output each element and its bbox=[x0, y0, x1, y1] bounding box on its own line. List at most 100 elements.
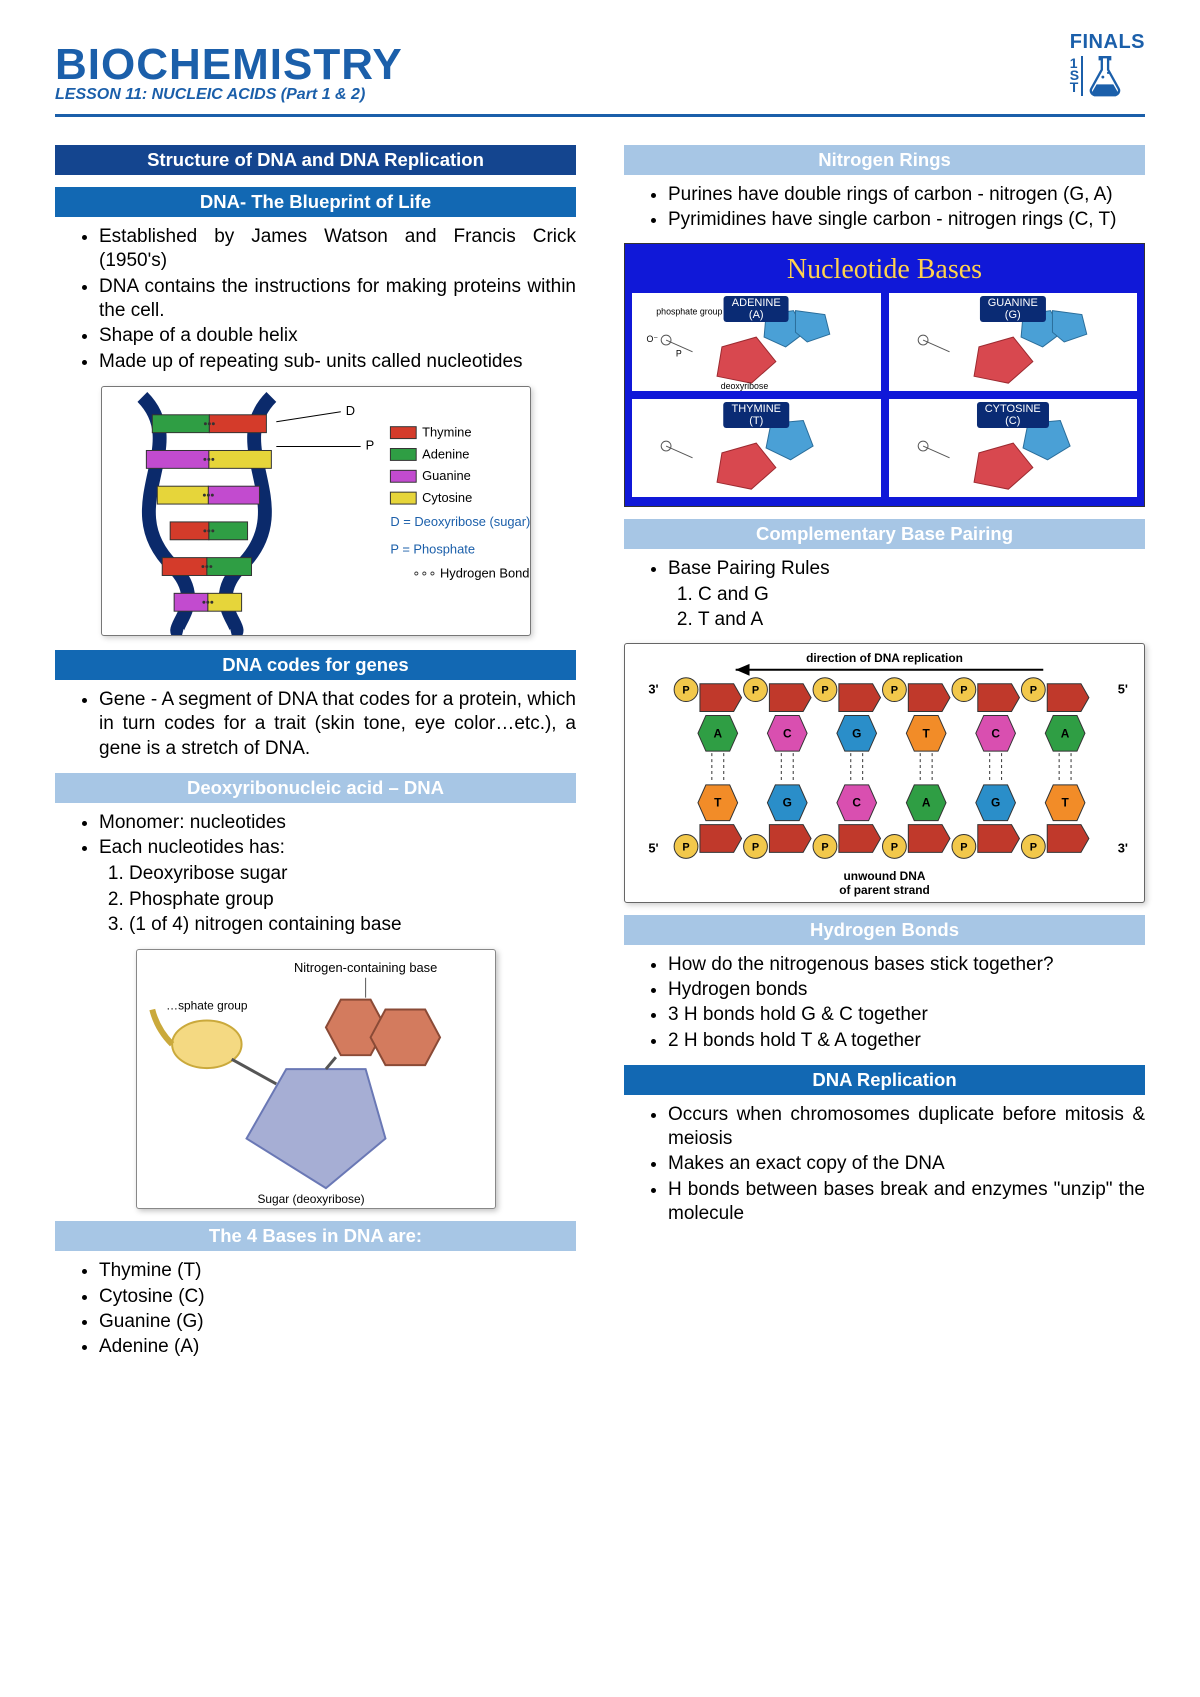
list-item: Purines have double rings of carbon - ni… bbox=[668, 183, 1145, 207]
svg-text:G: G bbox=[783, 795, 792, 809]
dna-list: Monomer: nucleotides Each nucleotides ha… bbox=[55, 811, 576, 938]
left-column: Structure of DNA and DNA Replication DNA… bbox=[55, 133, 576, 1361]
svg-text:P: P bbox=[1030, 841, 1037, 853]
list-item-text: Each nucleotides has: bbox=[99, 837, 285, 858]
svg-text:A: A bbox=[922, 795, 931, 809]
svg-text:Cytosine: Cytosine bbox=[422, 490, 472, 505]
list-item: Shape of a double helix bbox=[99, 324, 576, 348]
heading-replication: DNA Replication bbox=[624, 1065, 1145, 1095]
list-item: Base Pairing Rules C and G T and A bbox=[668, 557, 1145, 633]
svg-text:Adenine: Adenine bbox=[422, 446, 469, 461]
finals-label: FINALS bbox=[1070, 32, 1145, 52]
list-item: Hydrogen bonds bbox=[668, 978, 1145, 1002]
svg-text:P: P bbox=[891, 684, 898, 696]
svg-text:Thymine: Thymine bbox=[422, 424, 471, 439]
svg-text:P: P bbox=[752, 684, 759, 696]
list-item: Each nucleotides has: Deoxyribose sugar … bbox=[99, 836, 576, 937]
svg-text:C: C bbox=[852, 795, 861, 809]
panel-cell-thymine: THYMINE(T) bbox=[631, 398, 882, 498]
dna-helix-figure: D P Thymine Adenine Guanine Cytosine D =… bbox=[101, 386, 531, 636]
list-item: Thymine (T) bbox=[99, 1259, 576, 1283]
svg-text:3': 3' bbox=[1118, 840, 1128, 855]
list-item: Guanine (G) bbox=[99, 1310, 576, 1334]
heading-hbonds: Hydrogen Bonds bbox=[624, 915, 1145, 945]
list-item: Occurs when chromosomes duplicate before… bbox=[668, 1103, 1145, 1152]
svg-text:T: T bbox=[1061, 795, 1069, 809]
svg-text:P: P bbox=[682, 684, 689, 696]
page-title: BIOCHEMISTRY bbox=[55, 40, 1145, 90]
heading-structure: Structure of DNA and DNA Replication bbox=[55, 145, 576, 175]
header-badge: FINALS 1 S T bbox=[1070, 32, 1145, 99]
flask-icon bbox=[1085, 53, 1127, 99]
list-item: Makes an exact copy of the DNA bbox=[668, 1152, 1145, 1176]
rings-list: Purines have double rings of carbon - ni… bbox=[624, 183, 1145, 233]
svg-text:deoxyribose: deoxyribose bbox=[721, 381, 769, 391]
svg-text:A: A bbox=[713, 726, 722, 740]
svg-text:G: G bbox=[852, 726, 861, 740]
heading-nitrogen-rings: Nitrogen Rings bbox=[624, 145, 1145, 175]
list-item: H bonds between bases break and enzymes … bbox=[668, 1178, 1145, 1227]
page-header: BIOCHEMISTRY LESSON 11: NUCLEIC ACIDS (P… bbox=[55, 40, 1145, 104]
heading-4bases: The 4 Bases in DNA are: bbox=[55, 1221, 576, 1251]
list-item: C and G bbox=[698, 583, 1145, 607]
svg-text:Sugar (deoxyribose): Sugar (deoxyribose) bbox=[257, 1192, 364, 1206]
genes-list: Gene - A segment of DNA that codes for a… bbox=[55, 688, 576, 761]
svg-text:C: C bbox=[991, 726, 1000, 740]
list-item: T and A bbox=[698, 608, 1145, 632]
list-item: How do the nitrogenous bases stick toget… bbox=[668, 953, 1145, 977]
panel-cell-guanine: GUANINE(G) bbox=[888, 292, 1139, 392]
svg-text:Guanine: Guanine bbox=[422, 468, 471, 483]
svg-text:…sphate group: …sphate group bbox=[166, 999, 248, 1013]
heading-dna-acid: Deoxyribonucleic acid – DNA bbox=[55, 773, 576, 803]
list-item: Established by James Watson and Francis … bbox=[99, 225, 576, 274]
list-item: 3 H bonds hold G & C together bbox=[668, 1003, 1145, 1027]
helix-p-label: P bbox=[365, 437, 374, 452]
svg-text:direction of DNA replication: direction of DNA replication bbox=[806, 650, 963, 664]
list-item: Monomer: nucleotides bbox=[99, 811, 576, 835]
panel-cell-cytosine: CYTOSINE(C) bbox=[888, 398, 1139, 498]
pairing-list: Base Pairing Rules C and G T and A bbox=[624, 557, 1145, 633]
dna-replication-figure: direction of DNA replication 3' 5' 5' 3'… bbox=[624, 643, 1145, 903]
svg-text:P = Phosphate: P = Phosphate bbox=[390, 542, 475, 557]
replication-list: Occurs when chromosomes duplicate before… bbox=[624, 1103, 1145, 1227]
page-subtitle: LESSON 11: NUCLEIC ACIDS (Part 1 & 2) bbox=[55, 86, 1145, 104]
svg-text:of parent strand: of parent strand bbox=[839, 883, 930, 897]
svg-text:3': 3' bbox=[648, 681, 658, 696]
svg-text:D = Deoxyribose (sugar): D = Deoxyribose (sugar) bbox=[390, 514, 530, 529]
blueprint-list: Established by James Watson and Francis … bbox=[55, 225, 576, 374]
svg-text:5': 5' bbox=[1118, 681, 1128, 696]
heading-base-pairing: Complementary Base Pairing bbox=[624, 519, 1145, 549]
heading-blueprint: DNA- The Blueprint of Life bbox=[55, 187, 576, 217]
svg-text:P: P bbox=[821, 684, 828, 696]
svg-text:P: P bbox=[960, 684, 967, 696]
svg-text:P: P bbox=[682, 841, 689, 853]
svg-text:phosphate group: phosphate group bbox=[656, 306, 722, 316]
helix-d-label: D bbox=[345, 403, 354, 418]
nucleotide-diagram: Nitrogen-containing base Sugar (deoxyrib… bbox=[136, 949, 496, 1209]
pairing-numbered: C and G T and A bbox=[668, 583, 1145, 633]
panel-cell-adenine: ADENINE(A) phosphate group O⁻ P deoxyrib… bbox=[631, 292, 882, 392]
dna-numbered: Deoxyribose sugar Phosphate group (1 of … bbox=[99, 862, 576, 937]
list-item: (1 of 4) nitrogen containing base bbox=[129, 913, 576, 937]
svg-text:Nitrogen-containing base: Nitrogen-containing base bbox=[293, 960, 436, 975]
svg-text:P: P bbox=[1030, 684, 1037, 696]
nucleotide-bases-panel: Nucleotide Bases ADENINE(A) phosphate gr… bbox=[624, 243, 1145, 507]
finals-t: T bbox=[1070, 82, 1079, 94]
svg-text:unwound DNA: unwound DNA bbox=[844, 869, 926, 883]
svg-text:T: T bbox=[714, 795, 722, 809]
list-item: DNA contains the instructions for making… bbox=[99, 275, 576, 324]
list-item: Deoxyribose sugar bbox=[129, 862, 576, 886]
svg-text:O⁻: O⁻ bbox=[646, 334, 658, 344]
panel-title: Nucleotide Bases bbox=[631, 250, 1138, 292]
svg-text:T: T bbox=[923, 726, 931, 740]
list-item: Gene - A segment of DNA that codes for a… bbox=[99, 688, 576, 761]
list-item: Phosphate group bbox=[129, 888, 576, 912]
list-item: Cytosine (C) bbox=[99, 1285, 576, 1309]
svg-text:Hydrogen Bond: Hydrogen Bond bbox=[440, 565, 529, 580]
right-column: Nitrogen Rings Purines have double rings… bbox=[624, 133, 1145, 1361]
svg-text:A: A bbox=[1061, 726, 1070, 740]
hbond-list: How do the nitrogenous bases stick toget… bbox=[624, 953, 1145, 1053]
list-item: Pyrimidines have single carbon - nitroge… bbox=[668, 208, 1145, 232]
list-item-text: Base Pairing Rules bbox=[668, 558, 830, 579]
svg-text:5': 5' bbox=[648, 840, 658, 855]
